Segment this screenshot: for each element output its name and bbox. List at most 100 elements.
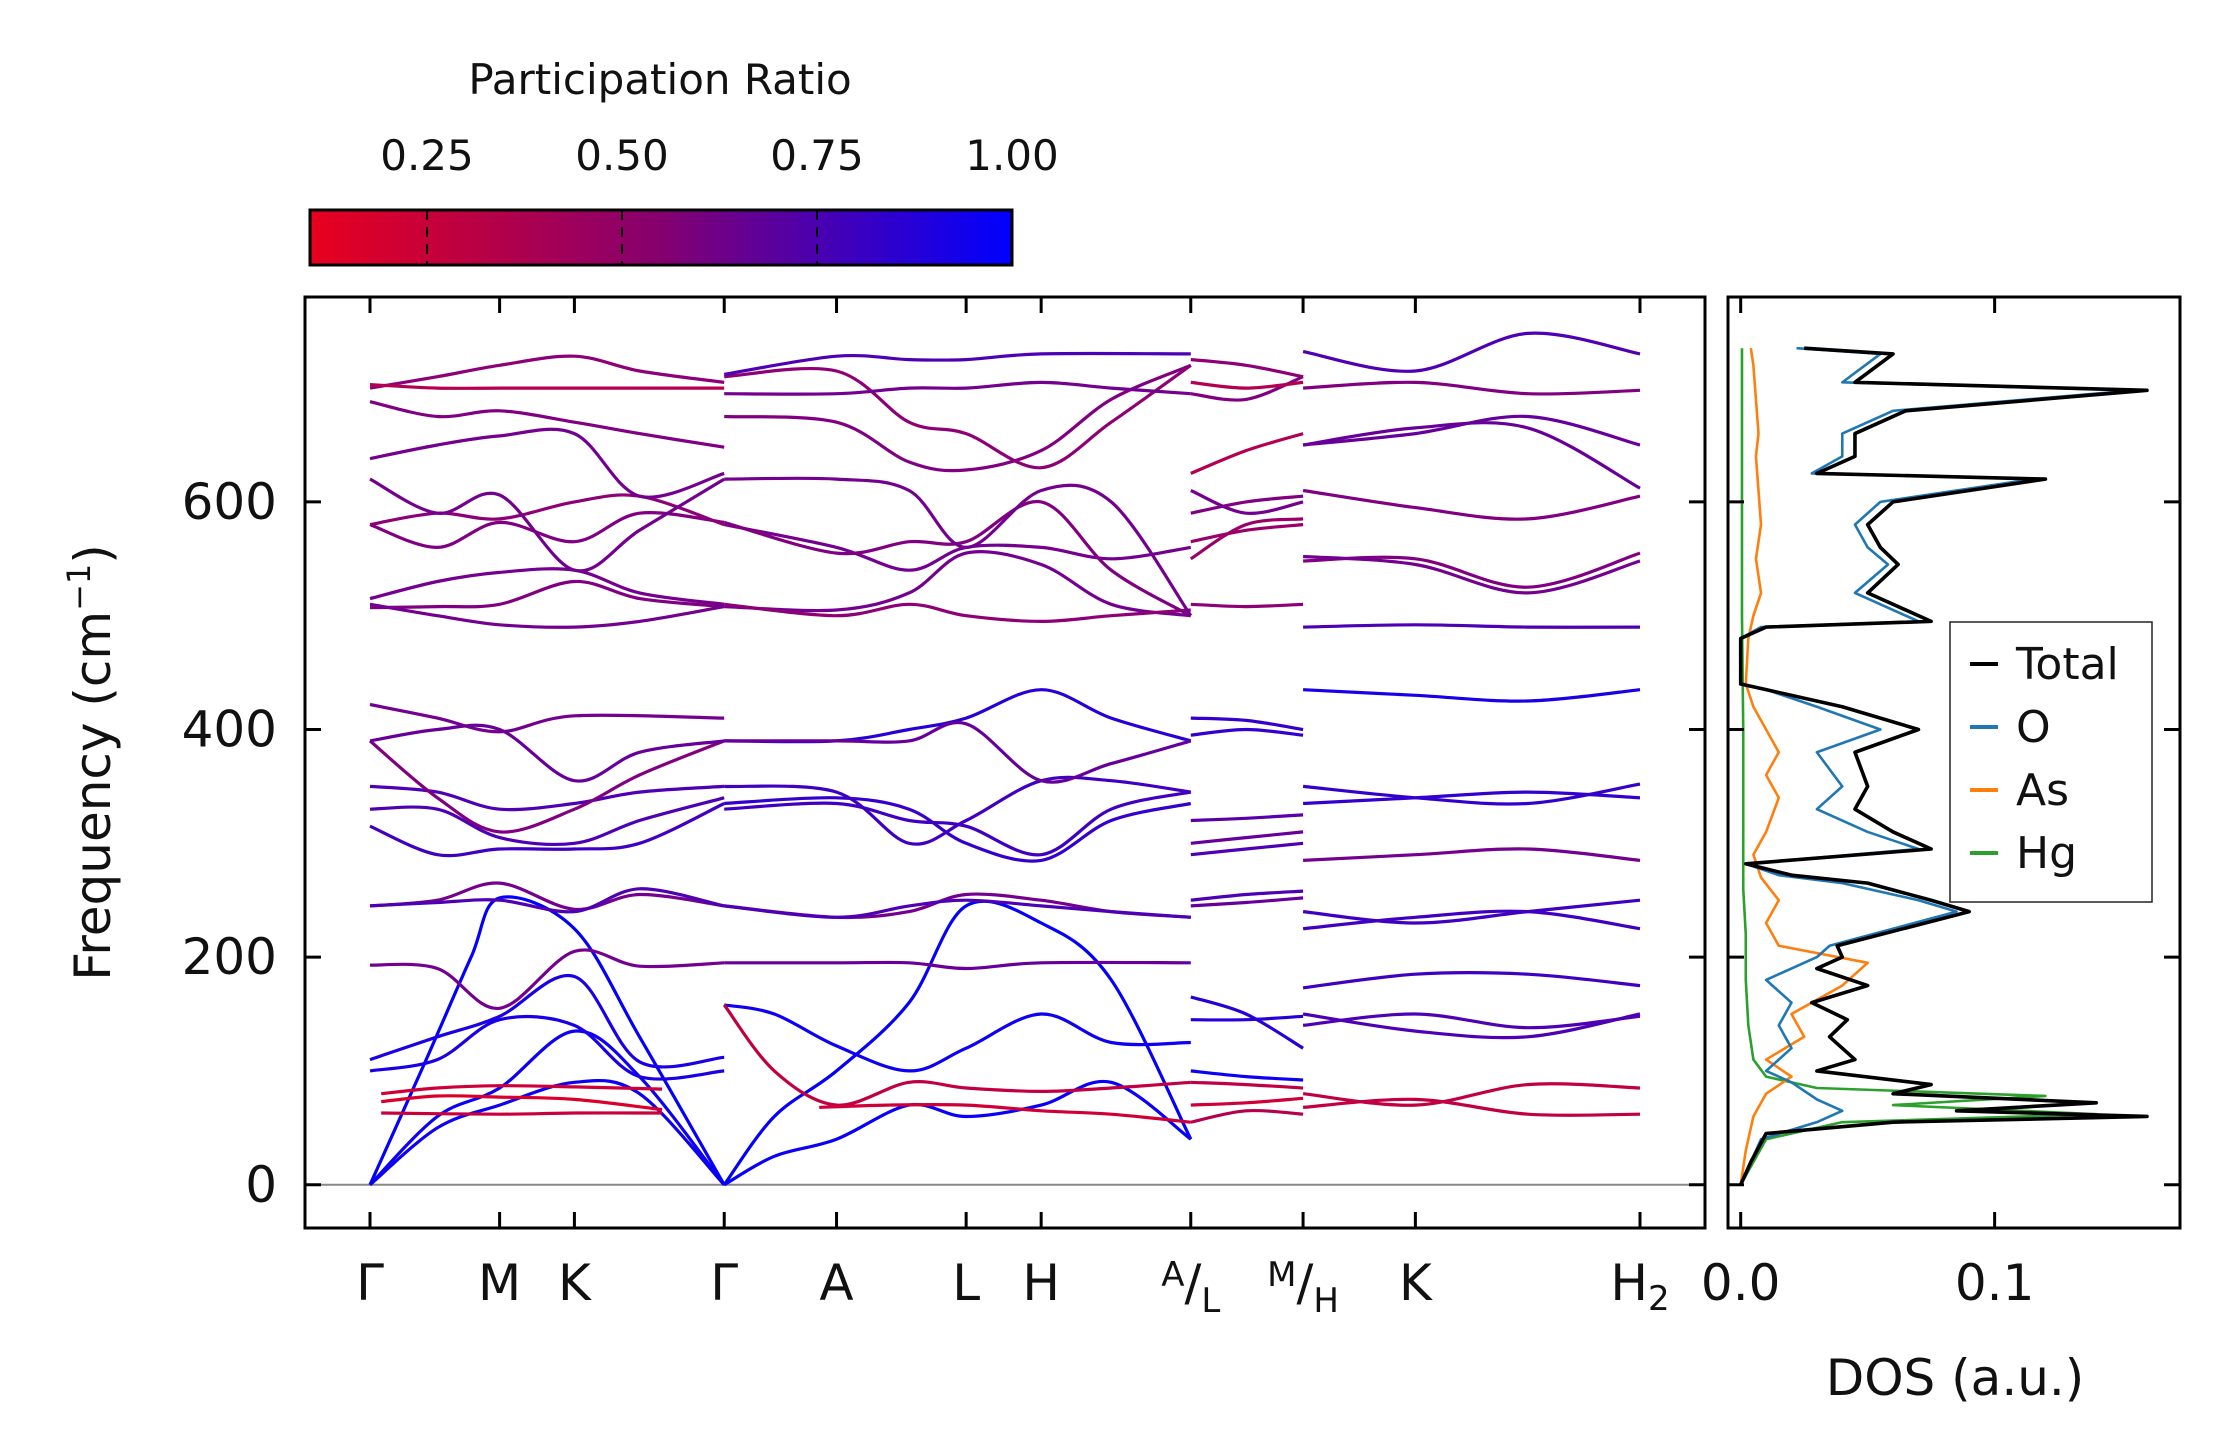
phonon-branch [1190,813,1304,823]
phonon-branch [1302,414,1641,447]
phonon-branch [1303,688,1641,703]
phonon-branch [369,427,725,499]
phonon-branch [723,351,1191,376]
legend-label-o: O [2016,702,2051,753]
phonon-branch [1190,1080,1304,1090]
k-point-label: K [558,1254,592,1312]
phonon-branch [1190,380,1304,390]
phonon-branch [369,567,725,606]
phonon-branch [724,380,1191,396]
dos-x-tick-label: 0.0 [1701,1254,1781,1312]
dos-axes-frame [1726,295,2182,1230]
phonon-branch [1190,841,1304,857]
phonon-branch [724,775,1192,846]
phonon-branch [724,796,1192,863]
k-point-label: H [1022,1254,1060,1312]
phonon-branch [1303,380,1641,396]
legend-label-hg: Hg [2016,828,2077,879]
k-point-label: H2 [1610,1254,1669,1319]
phonon-branch [1190,727,1304,737]
phonon-branch [1302,488,1641,521]
phonon-branch [722,1003,1191,1107]
phonon-branch [724,790,1192,857]
phonon-branch [368,1029,726,1186]
band-x-ticks: Γ M K Γ A L H A/LM/H K H2 [356,297,1670,1321]
dos-curve-total [1738,346,2149,1186]
phonon-branch [1302,898,1641,925]
phonon-branch [381,1111,663,1116]
phonon-branch [819,1102,1191,1124]
k-point-label: Γ [710,1254,738,1312]
phonon-branch [1190,716,1304,732]
phonon-branch [723,1079,1192,1187]
dos-x-tick-label: 0.1 [1955,1254,2035,1312]
dos-x-axis-label: DOS (a.u.) [1826,1349,2085,1407]
phonon-branch [1302,331,1641,373]
band-y-ticks: 0 200 400 600 [182,473,1705,1214]
y-tick-label: 600 [182,473,277,531]
phonon-branch [1190,889,1304,902]
dos-panel: 0.0 0.1 DOS (a.u.) Total O As Hg [1701,295,2182,1407]
colorbar-gradient [308,208,1014,267]
band-lines [368,331,1641,1187]
colorbar-tick-label: 0.50 [575,131,669,180]
phonon-branch [1190,830,1304,845]
phonon-branch [369,702,725,734]
phonon-branch [1302,1097,1641,1117]
phonon-branch [1190,1096,1304,1107]
phonon-branch [381,1084,663,1096]
phonon-branch [1302,1012,1641,1040]
phonon-branch [369,973,725,1069]
phonon-branch [1190,896,1304,908]
k-point-label: K [1399,1254,1433,1312]
phonon-branch [369,579,725,610]
phonon-branch [1302,782,1641,806]
legend-box [1949,621,2153,903]
phonon-branch [369,802,725,858]
phonon-branch [369,796,725,847]
phonon-branch [724,688,1192,744]
phonon-branch [369,881,725,911]
phonon-branch [1190,358,1304,379]
phonon-branch [1302,971,1641,990]
legend-label-total: Total [2015,639,2119,690]
phonon-branch [369,723,725,783]
phonon-branch [723,1003,1191,1073]
dos-curve-as [1739,348,1869,1185]
phonon-branch [369,1014,725,1081]
phonon-branch [1302,909,1641,931]
phonon-branch [724,898,1191,919]
phonon-branch [1190,523,1304,544]
k-point-label: Γ [356,1254,384,1312]
dos-legend: Total O As Hg [1949,621,2153,903]
phonon-branch [1190,602,1304,609]
phonon-branch [1190,1108,1304,1124]
phonon-branch [1189,517,1304,561]
k-point-label: M/H [1267,1254,1339,1321]
phonon-branch [724,720,1192,784]
phonon-branch [1302,1012,1641,1030]
y-axis-label: Frequency (cm−1) [60,544,122,981]
colorbar-tick-label: 0.25 [380,131,474,180]
phonon-branch [724,550,1192,618]
phonon-branch [1190,1069,1304,1082]
phonon-branch [1190,1014,1304,1022]
phonon-branch [369,400,725,449]
y-tick-label: 400 [182,700,277,758]
colorbar-tick-label: 0.75 [770,131,864,180]
colorbar-ticks: 0.25 0.50 0.75 1.00 [380,131,1059,265]
phonon-branch [369,784,725,812]
phonon-branch [381,1094,663,1112]
y-tick-label: 200 [182,928,277,986]
phonon-branch [1190,432,1304,475]
phonon-branch [369,477,726,573]
phonon-branch [1190,494,1304,515]
y-tick-label: 0 [245,1156,277,1214]
phonon-branch [1302,1082,1641,1107]
phonon-branch [369,511,725,550]
phonon-branch [1190,489,1304,515]
phonon-branch [724,476,1193,617]
k-point-label: M [478,1254,521,1312]
